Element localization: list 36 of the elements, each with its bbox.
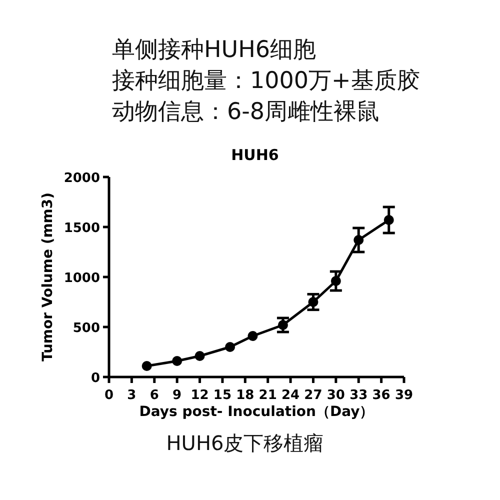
- y-axis-title: Tumor Volume (mm3): [40, 192, 56, 362]
- x-tick-label: 12: [190, 388, 209, 403]
- text: HUH6皮下移植瘤: [166, 431, 324, 455]
- x-tick-label: 30: [326, 388, 345, 403]
- text: 接种细胞量：1000万+基质胶: [112, 68, 420, 94]
- x-axis-title: Days post- Inoculation（Day）: [139, 404, 374, 420]
- x-tick-label: 18: [236, 388, 254, 403]
- x-tick-label: 6: [150, 388, 159, 403]
- x-tick-label: 0: [104, 388, 114, 403]
- text: 单侧接种HUH6细胞: [112, 37, 316, 63]
- y-tick-label: 500: [72, 321, 100, 336]
- x-tick-label: 21: [258, 388, 277, 403]
- chart-title: HUH6: [231, 146, 279, 164]
- point: [248, 331, 258, 341]
- point: [172, 356, 182, 366]
- point: [278, 320, 288, 330]
- x-tick-label: 3: [127, 388, 136, 403]
- x-tick-label: 33: [350, 388, 368, 403]
- x-tick-label: 9: [172, 388, 182, 403]
- point: [194, 351, 205, 361]
- x-tick-label: 39: [394, 388, 414, 403]
- x-tick-label: 24: [281, 388, 300, 403]
- text: 动物信息：6-8周雌性裸鼠: [112, 99, 380, 125]
- x-tick-label: 15: [213, 388, 232, 403]
- y-tick-label: 2000: [64, 171, 100, 186]
- point: [384, 215, 394, 225]
- point: [308, 297, 318, 307]
- point: [330, 276, 341, 286]
- x-tick-label: 36: [372, 388, 390, 403]
- point: [142, 361, 152, 371]
- y-tick-label: 1000: [64, 271, 100, 286]
- point: [225, 342, 236, 352]
- y-tick-label: 1500: [64, 221, 100, 236]
- point: [354, 235, 364, 245]
- x-tick-label: 27: [304, 388, 322, 403]
- y-tick-label: 0: [90, 371, 100, 386]
